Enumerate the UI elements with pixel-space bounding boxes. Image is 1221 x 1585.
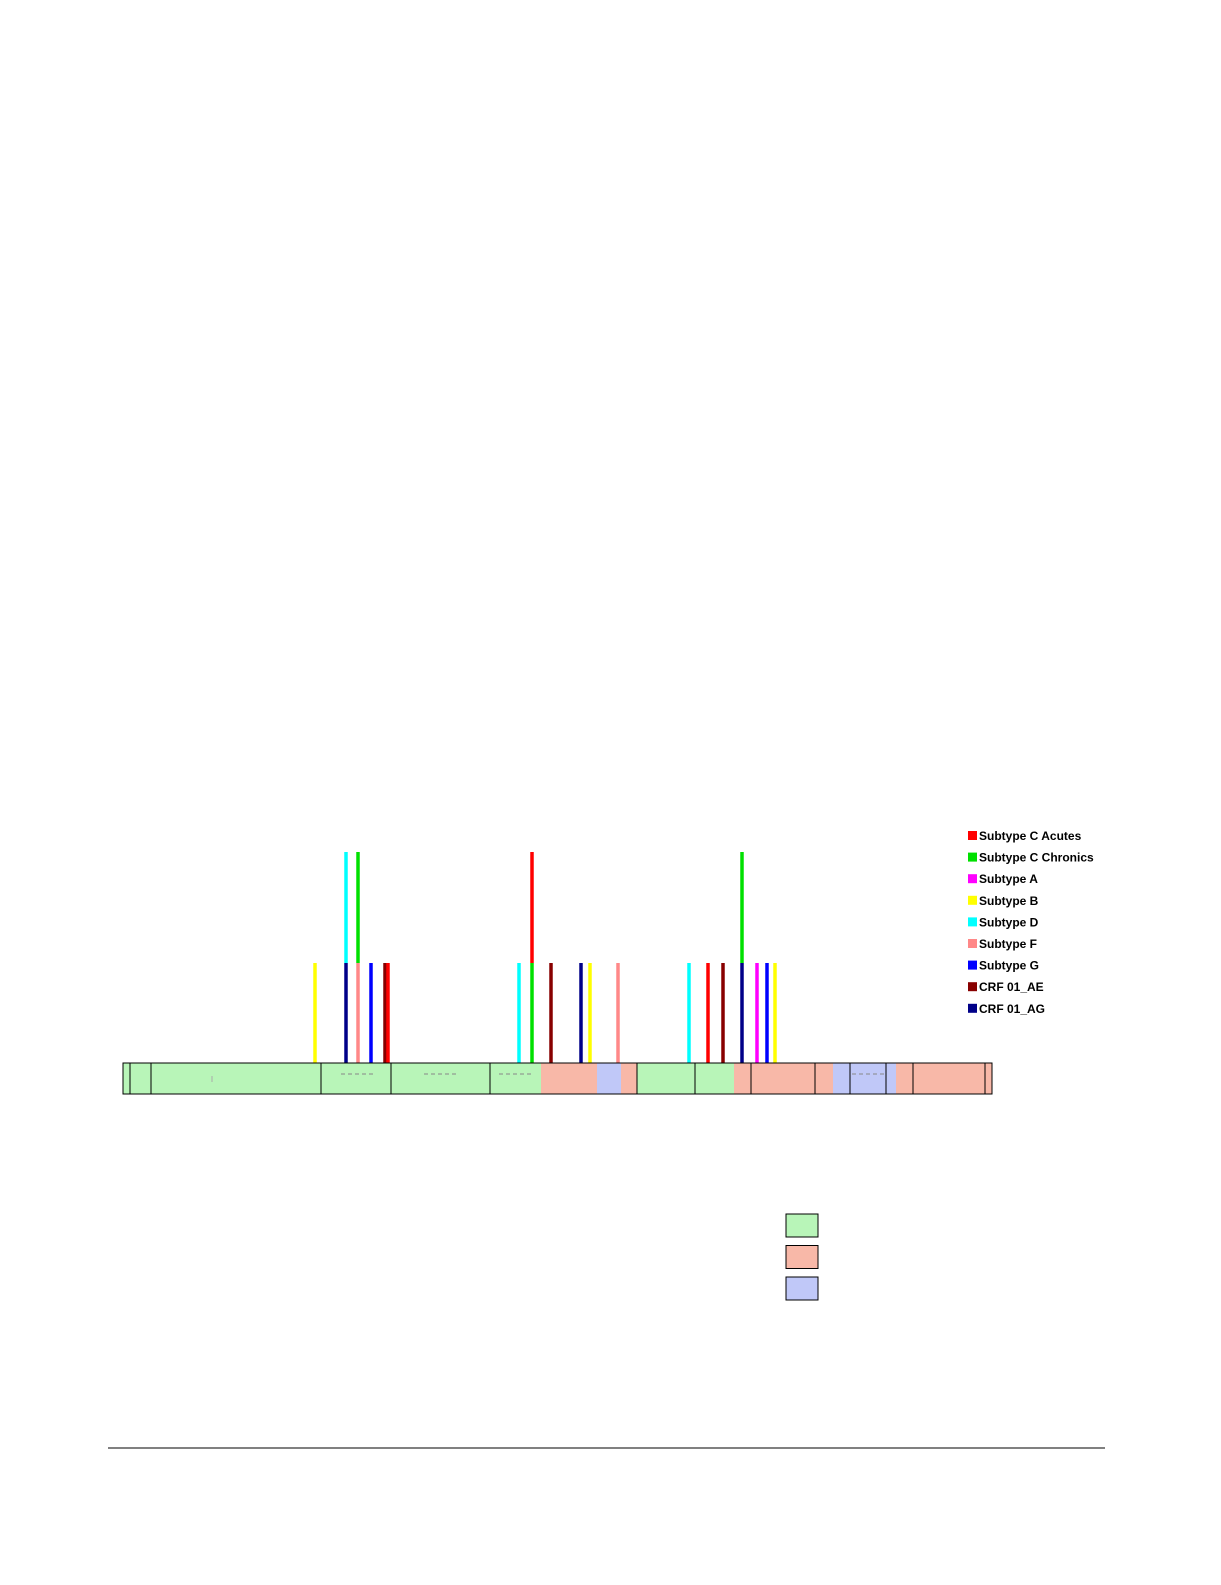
genome-segment — [130, 1063, 151, 1094]
legend-swatch — [968, 852, 977, 862]
marker-group — [313, 852, 777, 1063]
genome-segment — [597, 1063, 621, 1094]
legend-label: CRF 01_AG — [979, 1002, 1045, 1016]
genome-segment — [695, 1063, 734, 1094]
genome-segment — [637, 1063, 695, 1094]
genome-segment — [896, 1063, 913, 1094]
legend-label: Subtype F — [979, 937, 1037, 951]
genome-segment — [490, 1063, 541, 1094]
subtype-legend: Subtype C Acutes Subtype C Chronics Subtyp… — [968, 829, 1094, 1016]
legend-label: CRF 01_AE — [979, 980, 1044, 994]
legend-label: Subtype G — [979, 959, 1039, 973]
genome-segment — [751, 1063, 815, 1094]
legend-label: Subtype A — [979, 872, 1038, 886]
region-swatch — [785, 1245, 819, 1269]
genome-segment — [541, 1063, 597, 1094]
legend-swatch — [968, 939, 977, 948]
genome-segment — [815, 1063, 833, 1094]
legend-swatch — [968, 960, 977, 970]
genome-segment — [886, 1063, 896, 1094]
legend-label: Subtype C Acutes — [979, 829, 1082, 843]
genome-outline — [122, 1062, 993, 1095]
genome-segment — [391, 1063, 490, 1094]
genome-segment — [621, 1063, 637, 1094]
genome-segment — [985, 1063, 992, 1094]
genome-segment — [734, 1063, 751, 1094]
genome-bar — [122, 1062, 993, 1095]
genome-segment — [321, 1063, 391, 1094]
legend-swatch — [968, 895, 977, 905]
legend-swatch — [968, 982, 977, 992]
legend-swatch — [968, 831, 977, 840]
legend-swatch — [968, 917, 977, 927]
legend-label: Subtype D — [979, 915, 1039, 929]
legend-label: Subtype B — [979, 894, 1039, 908]
region-legend — [785, 1213, 819, 1301]
genome-segment — [151, 1063, 321, 1094]
genome-segment — [913, 1063, 985, 1094]
genome-segment — [850, 1063, 886, 1094]
legend-label: Subtype C Chronics — [979, 851, 1094, 865]
region-swatch — [785, 1213, 819, 1238]
legend-swatch — [968, 874, 977, 884]
region-swatch — [785, 1276, 819, 1301]
genome-segment — [123, 1063, 130, 1094]
genome-segment — [833, 1063, 850, 1094]
legend-swatch — [968, 1003, 977, 1013]
